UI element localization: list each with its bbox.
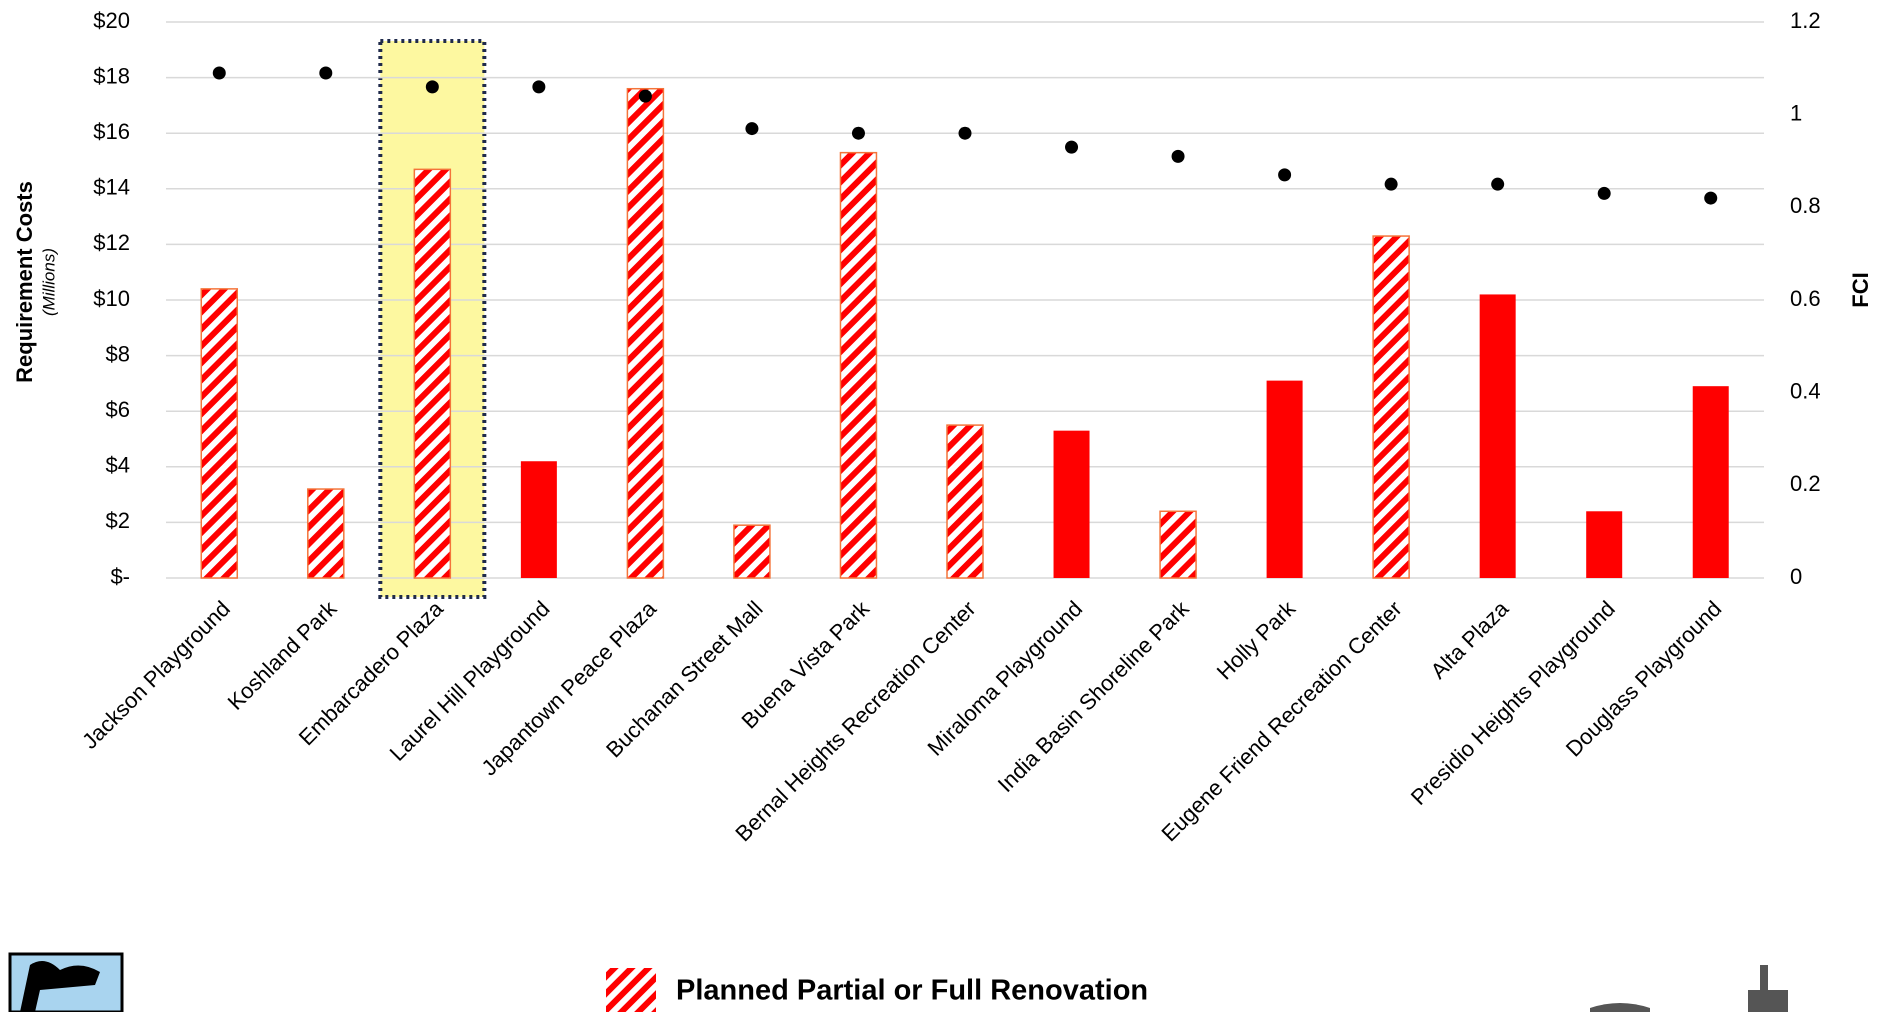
hatched-bar — [200, 288, 239, 579]
y-tick-label: $2 — [106, 508, 130, 533]
y2-axis-label: FCI — [1848, 272, 1873, 307]
fci-dot — [319, 66, 333, 80]
x-tick-label: Jackson Playground — [77, 596, 235, 754]
hatched-bar — [1372, 235, 1410, 579]
hatched-bar — [733, 524, 771, 579]
bar — [1586, 511, 1623, 578]
bar — [520, 461, 557, 578]
fci-dot — [1704, 191, 1718, 205]
y-tick-label: $12 — [93, 230, 130, 255]
x-tick-label: Alta Plaza — [1426, 595, 1514, 683]
fci-dot — [1065, 140, 1079, 154]
y-tick-label: $16 — [93, 119, 130, 144]
fci-dot — [958, 126, 972, 140]
fci-dot — [1597, 186, 1611, 200]
legend-swatch — [606, 968, 656, 1012]
y-axis-sublabel: (Millions) — [39, 248, 58, 316]
fci-dot — [851, 126, 865, 140]
fci-dot — [1491, 177, 1505, 191]
hatched-bar — [307, 488, 345, 579]
x-tick-label: Presidio Heights Playground — [1406, 596, 1620, 810]
logo-left — [8, 952, 124, 1012]
y-tick-label: $- — [110, 564, 130, 589]
bar — [1266, 380, 1303, 578]
y2-tick-label: 0.8 — [1790, 193, 1821, 218]
fci-dot — [638, 89, 652, 103]
y-axis-label: Requirement Costs — [12, 181, 37, 383]
fci-dot — [532, 80, 546, 94]
x-tick-label: Japantown Peace Plaza — [476, 595, 661, 780]
fci-dot — [1171, 149, 1185, 163]
x-tick-label: Koshland Park — [223, 595, 343, 715]
hatched-bar — [413, 168, 452, 579]
y-tick-label: $10 — [93, 286, 130, 311]
logo-right — [1590, 965, 1788, 1012]
y2-tick-label: 0.6 — [1790, 286, 1821, 311]
bar — [1479, 294, 1516, 578]
y-tick-label: $18 — [93, 63, 130, 88]
bar — [1053, 430, 1090, 578]
y2-tick-label: 0 — [1790, 564, 1802, 589]
bar — [1692, 386, 1729, 578]
legend-label: Planned Partial or Full Renovation — [676, 975, 1148, 1007]
hatched-bar — [626, 87, 665, 579]
y-tick-label: $14 — [93, 175, 130, 200]
fci-dot — [1278, 168, 1292, 182]
fci-dot — [745, 122, 759, 136]
x-tick-label: Holly Park — [1212, 595, 1301, 684]
fci-dot — [212, 66, 226, 80]
fci-dot — [425, 80, 439, 94]
hatched-bar — [1159, 510, 1197, 579]
y-tick-label: $4 — [106, 453, 130, 478]
y-tick-label: $20 — [93, 8, 130, 33]
y2-tick-label: 0.2 — [1790, 471, 1821, 496]
fci-dot — [1384, 177, 1398, 191]
x-tick-label: India Basin Shoreline Park — [993, 595, 1195, 797]
hatched-bar — [839, 151, 878, 579]
y2-tick-label: 1 — [1790, 100, 1802, 125]
y-tick-label: $8 — [106, 341, 130, 366]
hatched-bar — [946, 424, 984, 579]
x-tick-label: Eugene Friend Recreation Center — [1156, 596, 1406, 846]
y2-tick-label: 1.2 — [1790, 8, 1821, 33]
y2-tick-label: 0.4 — [1790, 378, 1821, 403]
y-tick-label: $6 — [106, 397, 130, 422]
